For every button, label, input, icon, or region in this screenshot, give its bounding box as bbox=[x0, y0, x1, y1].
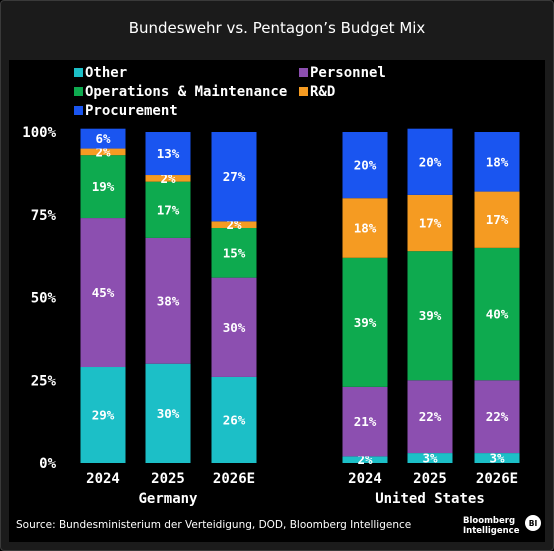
bar-segment-operations-and-maintenance bbox=[145, 181, 191, 238]
x-tick-label: 2026E bbox=[213, 471, 255, 487]
data-label-randd: 17% bbox=[486, 212, 509, 227]
y-tick-label: 25% bbox=[31, 373, 57, 389]
chart-title: Bundeswehr vs. Pentagon’s Budget Mix bbox=[128, 19, 426, 37]
data-label-personnel: 21% bbox=[354, 414, 377, 429]
x-tick-label: 2024 bbox=[348, 471, 382, 487]
logo-text-line2: Intelligence bbox=[463, 526, 520, 536]
bar-segment-personnel bbox=[342, 386, 388, 457]
group-label-germany: Germany bbox=[138, 491, 198, 507]
data-label-operations-and-maintenance: 19% bbox=[92, 179, 115, 194]
data-label-personnel: 22% bbox=[419, 409, 442, 424]
logo-badge-icon bbox=[525, 515, 541, 531]
x-tick-label: 2025 bbox=[413, 471, 447, 487]
bar-segment-operations-and-maintenance bbox=[342, 257, 388, 387]
x-tick-label: 2024 bbox=[86, 471, 120, 487]
data-label-personnel: 22% bbox=[486, 409, 509, 424]
bar-segment-randd bbox=[342, 198, 388, 258]
bar-segment-personnel bbox=[145, 237, 191, 364]
bar-segment-procurement bbox=[145, 132, 191, 176]
bar-segment-personnel bbox=[211, 277, 257, 377]
x-tick-label: 2025 bbox=[151, 471, 185, 487]
legend-label-operations-and-maintenance: Operations & Maintenance bbox=[85, 84, 287, 100]
legend-swatch-personnel bbox=[299, 68, 308, 77]
logo-text-line1: Bloomberg bbox=[463, 516, 515, 526]
bar-segment-procurement bbox=[407, 128, 453, 195]
data-label-other: 30% bbox=[157, 406, 180, 421]
bar-segment-procurement bbox=[342, 132, 388, 199]
bar-segment-operations-and-maintenance bbox=[407, 251, 453, 381]
bar-segment-other bbox=[407, 453, 453, 463]
bar-segment-other bbox=[211, 376, 257, 463]
bar-segment-randd bbox=[211, 221, 257, 228]
data-label-procurement: 27% bbox=[223, 169, 246, 184]
legend-swatch-procurement bbox=[74, 106, 83, 115]
bar-segment-personnel bbox=[80, 218, 126, 368]
legend-label-procurement: Procurement bbox=[85, 103, 178, 119]
y-tick-label: 75% bbox=[31, 208, 57, 224]
group-label-united-states: United States bbox=[375, 491, 485, 507]
bar-segment-procurement bbox=[211, 132, 257, 222]
bar-segment-personnel bbox=[474, 380, 520, 454]
bar-segment-other bbox=[342, 456, 388, 463]
bar-segment-operations-and-maintenance bbox=[211, 227, 257, 278]
legend-label-randd: R&D bbox=[310, 84, 335, 100]
bar-segment-personnel bbox=[407, 380, 453, 454]
data-label-other: 3% bbox=[422, 451, 438, 466]
bar-segment-randd bbox=[407, 194, 453, 252]
data-label-procurement: 13% bbox=[157, 146, 180, 161]
legend-swatch-operations-and-maintenance bbox=[74, 87, 83, 96]
bar-segment-other bbox=[80, 367, 126, 463]
bar-segment-procurement bbox=[80, 128, 126, 149]
logo-badge-text: BI bbox=[529, 519, 538, 528]
bar-segment-randd bbox=[145, 175, 191, 182]
data-label-operations-and-maintenance: 15% bbox=[223, 245, 246, 260]
data-label-other: 29% bbox=[92, 408, 115, 423]
data-label-procurement: 20% bbox=[419, 154, 442, 169]
legend-label-other: Other bbox=[85, 65, 127, 81]
data-label-other: 26% bbox=[223, 412, 246, 427]
data-label-personnel: 30% bbox=[223, 320, 246, 335]
data-label-operations-and-maintenance: 17% bbox=[157, 202, 180, 217]
data-label-randd: 17% bbox=[419, 216, 442, 231]
data-label-operations-and-maintenance: 40% bbox=[486, 307, 509, 322]
data-label-other: 3% bbox=[489, 451, 505, 466]
y-tick-label: 50% bbox=[31, 291, 57, 307]
data-label-procurement: 6% bbox=[95, 131, 111, 146]
y-tick-label: 100% bbox=[22, 125, 56, 141]
source-note: Source: Bundesministerium der Verteidigu… bbox=[16, 519, 411, 531]
bar-segment-operations-and-maintenance bbox=[474, 247, 520, 381]
bar-segment-randd bbox=[474, 191, 520, 248]
x-tick-label: 2026E bbox=[476, 471, 518, 487]
data-label-personnel: 45% bbox=[92, 285, 115, 300]
bar-segment-other bbox=[145, 363, 191, 463]
bar-segment-procurement bbox=[474, 132, 520, 192]
data-label-procurement: 18% bbox=[486, 154, 509, 169]
data-label-procurement: 20% bbox=[354, 158, 377, 173]
y-tick-label: 0% bbox=[39, 456, 56, 472]
bar-segment-randd bbox=[80, 148, 126, 156]
data-label-operations-and-maintenance: 39% bbox=[419, 308, 442, 323]
legend-swatch-randd bbox=[299, 87, 308, 96]
bar-segment-operations-and-maintenance bbox=[80, 155, 126, 219]
bar-segment-other bbox=[474, 453, 520, 463]
data-label-personnel: 38% bbox=[157, 293, 180, 308]
legend-swatch-other bbox=[74, 68, 83, 77]
legend-label-personnel: Personnel bbox=[310, 65, 386, 81]
data-label-randd: 18% bbox=[354, 220, 377, 235]
data-label-operations-and-maintenance: 39% bbox=[354, 315, 377, 330]
